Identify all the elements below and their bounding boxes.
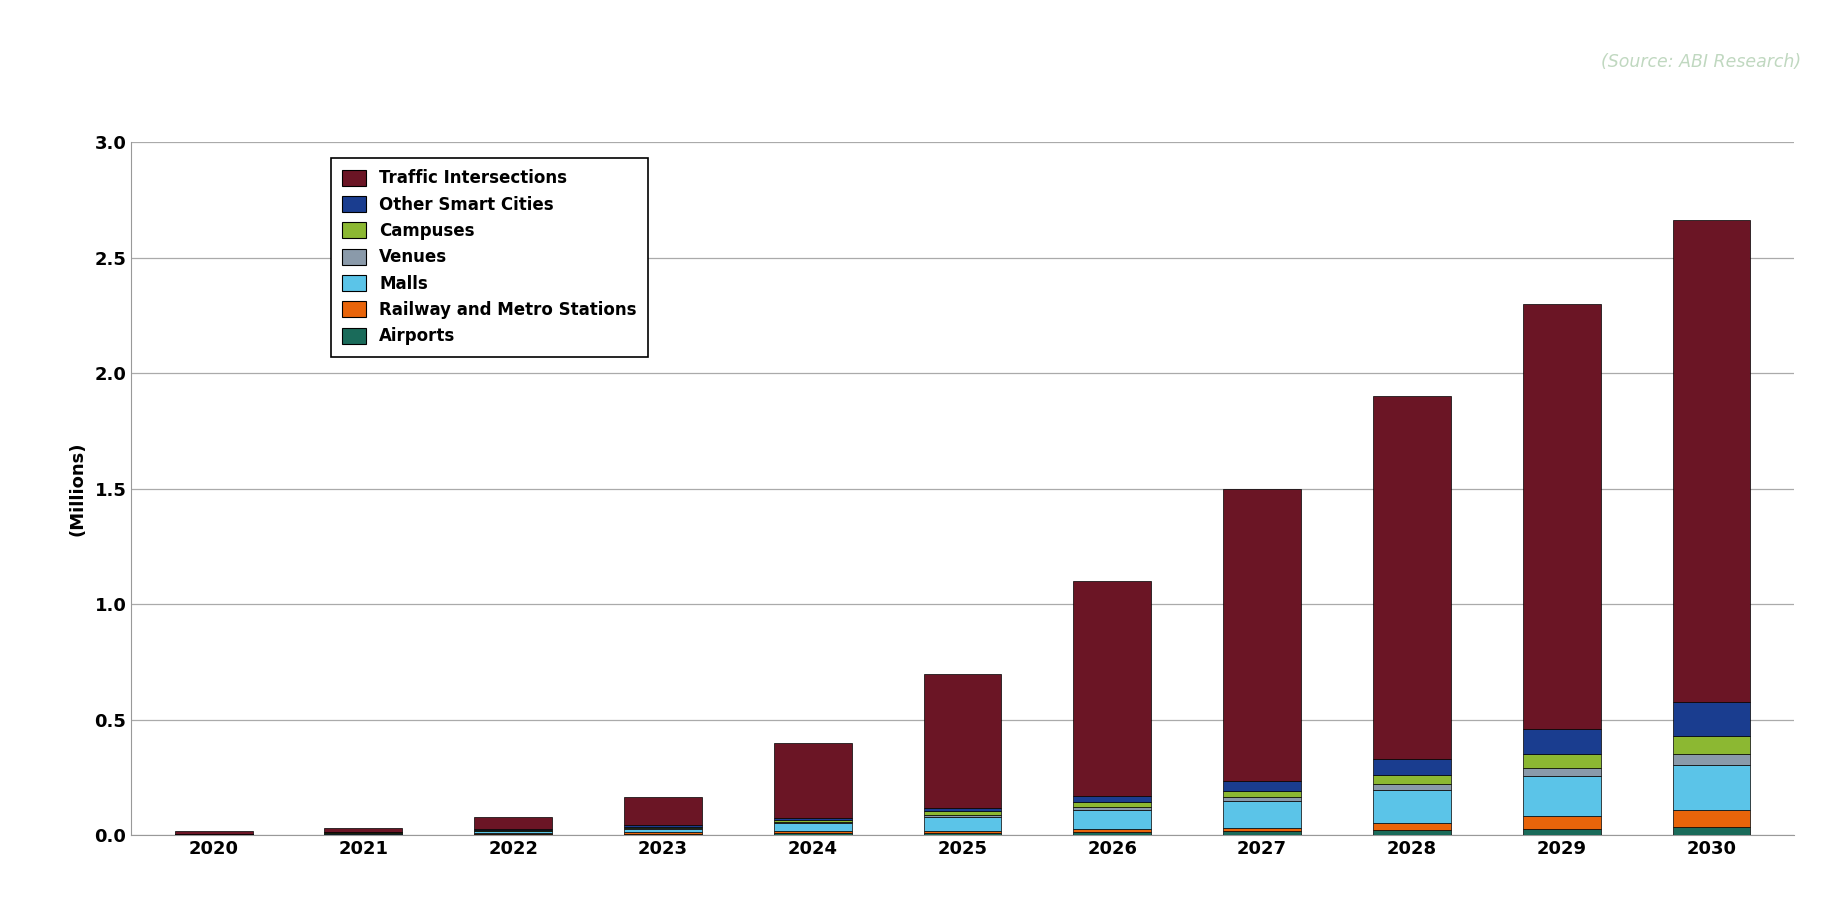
Bar [1074, 829, 1152, 832]
Bar [1223, 488, 1302, 780]
Bar [773, 822, 851, 823]
Bar [623, 829, 702, 833]
Bar [924, 674, 1001, 808]
Bar [1373, 775, 1451, 784]
Bar [773, 820, 851, 822]
Text: Installed Base LiDAR Sensors by Smart City Category: Installed Base LiDAR Sensors by Smart Ci… [18, 21, 744, 46]
Bar [1074, 807, 1152, 810]
Bar [1373, 758, 1451, 775]
Bar [1672, 702, 1750, 736]
Bar [1522, 755, 1601, 767]
Bar [1373, 830, 1451, 835]
Bar [773, 818, 851, 820]
Bar [474, 817, 552, 829]
Bar [1074, 796, 1152, 802]
Bar [1074, 832, 1152, 835]
Bar [1373, 823, 1451, 830]
Text: (Source: ABI Research): (Source: ABI Research) [1601, 53, 1801, 71]
Bar [474, 834, 552, 835]
Bar [623, 833, 702, 834]
Bar [623, 797, 702, 825]
Bar [623, 826, 702, 828]
Bar [773, 832, 851, 833]
Bar [773, 823, 851, 832]
Bar [324, 834, 403, 835]
Bar [1074, 802, 1152, 807]
Legend: Traffic Intersections, Other Smart Cities, Campuses, Venues, Malls, Railway and : Traffic Intersections, Other Smart Citie… [330, 158, 649, 357]
Bar [324, 827, 403, 832]
Bar [623, 825, 702, 826]
Bar [623, 828, 702, 829]
Bar [623, 834, 702, 835]
Bar [1223, 828, 1302, 831]
Bar [1522, 304, 1601, 729]
Bar [924, 833, 1001, 835]
Bar [1074, 810, 1152, 829]
Bar [324, 833, 403, 834]
Bar [1223, 791, 1302, 798]
Bar [1672, 736, 1750, 754]
Bar [1074, 581, 1152, 796]
Bar [474, 832, 552, 834]
Y-axis label: (Millions): (Millions) [67, 442, 86, 536]
Bar [1672, 765, 1750, 810]
Bar [1223, 801, 1302, 828]
Bar [773, 833, 851, 835]
Bar [1522, 776, 1601, 816]
Bar [1672, 810, 1750, 827]
Bar [924, 817, 1001, 831]
Bar [1522, 816, 1601, 829]
Bar [924, 808, 1001, 812]
Bar [1522, 729, 1601, 755]
Bar [1672, 827, 1750, 835]
Bar [1373, 784, 1451, 789]
Bar [1522, 767, 1601, 776]
Bar [924, 812, 1001, 814]
Bar [1373, 397, 1451, 758]
Bar [1373, 789, 1451, 823]
Bar [773, 743, 851, 818]
Bar [1522, 829, 1601, 835]
Bar [1223, 780, 1302, 791]
Bar [1223, 831, 1302, 835]
Bar [924, 814, 1001, 817]
Bar [1223, 798, 1302, 801]
Bar [924, 831, 1001, 833]
Bar [175, 831, 253, 834]
Bar [1672, 754, 1750, 765]
Text: World Markets: 2020 to 2030: World Markets: 2020 to 2030 [18, 78, 416, 103]
Bar [1672, 219, 1750, 702]
